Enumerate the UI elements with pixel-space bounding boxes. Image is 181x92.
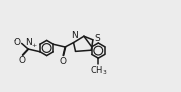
Text: N: N	[25, 38, 31, 47]
Text: S: S	[94, 34, 100, 43]
Text: +: +	[31, 43, 36, 48]
Text: O: O	[18, 56, 25, 65]
Text: N: N	[71, 31, 77, 40]
Text: -: -	[14, 38, 16, 43]
Text: CH$_3$: CH$_3$	[90, 65, 107, 77]
Text: O: O	[60, 57, 67, 66]
Text: O: O	[13, 38, 20, 47]
